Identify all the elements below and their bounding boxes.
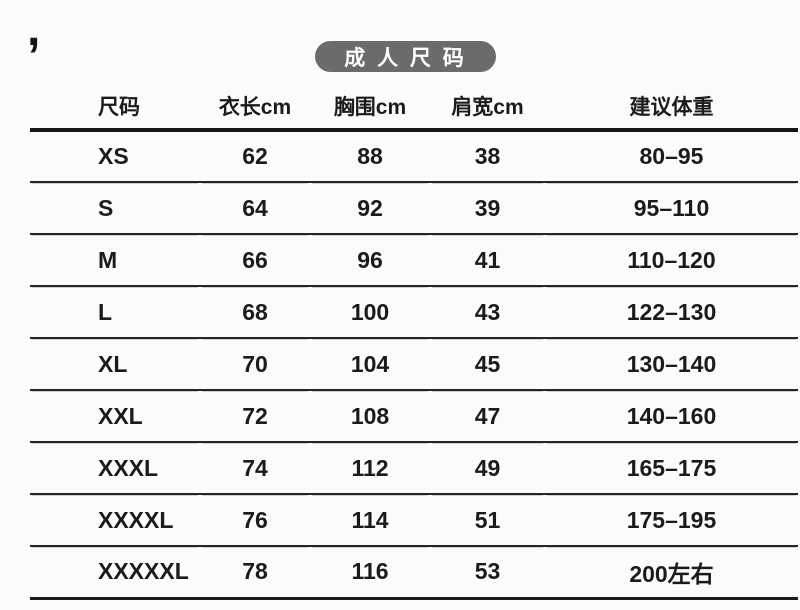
weight-cell: 175–195 [545,494,798,547]
shoulder-cell: 43 [430,286,545,339]
weight-cell: 110–120 [545,234,798,287]
size-table: 尺码 衣长cm 胸围cm 肩宽cm 建议体重 XS 62 88 38 80–95… [30,84,798,600]
shoulder-cell: 51 [430,494,545,547]
chest-cell: 104 [310,338,430,391]
length-cell: 62 [200,130,310,183]
chest-cell: 100 [310,286,430,339]
size-cell: XXXXXL [30,546,200,600]
length-cell: 68 [200,286,310,339]
table-row: XXXXL 76 114 51 175–195 [30,494,798,547]
shoulder-cell: 38 [430,130,545,183]
col-header-length: 衣长cm [200,84,310,132]
shoulder-cell: 39 [430,182,545,235]
table-row: XXXXXL 78 116 53 200左右 [30,546,798,600]
col-header-size: 尺码 [30,84,200,132]
table-row: XL 70 104 45 130–140 [30,338,798,391]
chest-cell: 114 [310,494,430,547]
weight-cell: 95–110 [545,182,798,235]
table-row: M 66 96 41 110–120 [30,234,798,287]
length-cell: 64 [200,182,310,235]
size-cell: XXL [30,390,200,443]
shoulder-cell: 49 [430,442,545,495]
chest-cell: 92 [310,182,430,235]
table-row: XS 62 88 38 80–95 [30,130,798,183]
weight-cell: 80–95 [545,130,798,183]
chest-cell: 108 [310,390,430,443]
table-row: XXXL 74 112 49 165–175 [30,442,798,495]
title-pill: 成 人 尺 码 [315,41,496,72]
size-cell: S [30,182,200,235]
table-row: S 64 92 39 95–110 [30,182,798,235]
size-cell: XXXXL [30,494,200,547]
size-cell: M [30,234,200,287]
size-cell: XL [30,338,200,391]
weight-cell: 122–130 [545,286,798,339]
length-cell: 72 [200,390,310,443]
chest-cell: 96 [310,234,430,287]
shoulder-cell: 47 [430,390,545,443]
length-cell: 76 [200,494,310,547]
shoulder-cell: 45 [430,338,545,391]
size-cell: L [30,286,200,339]
col-header-chest: 胸围cm [310,84,430,132]
shoulder-cell: 41 [430,234,545,287]
chest-cell: 88 [310,130,430,183]
length-cell: 78 [200,546,310,600]
weight-cell: 140–160 [545,390,798,443]
chest-cell: 112 [310,442,430,495]
col-header-shoulder: 肩宽cm [430,84,545,132]
table-header-row: 尺码 衣长cm 胸围cm 肩宽cm 建议体重 [30,84,798,132]
chest-cell: 116 [310,546,430,600]
size-cell: XXXL [30,442,200,495]
weight-cell: 200左右 [545,546,798,600]
size-cell: XS [30,130,200,183]
length-cell: 74 [200,442,310,495]
shoulder-cell: 53 [430,546,545,600]
col-header-weight: 建议体重 [545,84,798,132]
weight-cell: 165–175 [545,442,798,495]
length-cell: 66 [200,234,310,287]
table-row: XXL 72 108 47 140–160 [30,390,798,443]
table-row: L 68 100 43 122–130 [30,286,798,339]
page-title: 成 人 尺 码 [344,46,467,70]
weight-cell: 130–140 [545,338,798,391]
decorative-comma: , [27,3,41,56]
length-cell: 70 [200,338,310,391]
